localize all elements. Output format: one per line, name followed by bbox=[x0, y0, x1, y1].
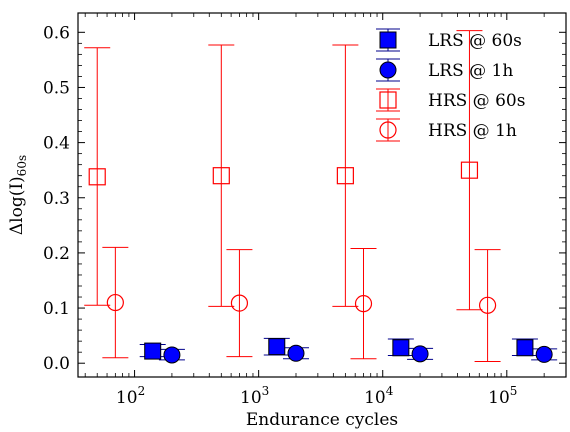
marker-square bbox=[144, 342, 162, 360]
marker-square bbox=[336, 167, 354, 185]
legend-label: HRS @ 1h bbox=[428, 121, 517, 141]
marker-circle bbox=[478, 296, 497, 314]
marker-circle-legend bbox=[379, 121, 397, 139]
marker-circle bbox=[535, 345, 553, 363]
x-tick-label-exponent: 3 bbox=[262, 384, 270, 398]
y-axis-label: Δlog(I)60s bbox=[7, 155, 29, 235]
x-tick-label-exponent: 4 bbox=[386, 384, 394, 398]
marker-square bbox=[212, 167, 230, 185]
y-tick-label: 0.2 bbox=[43, 244, 70, 264]
legend-label: LRS @ 60s bbox=[428, 31, 522, 51]
y-tick-label: 0.4 bbox=[43, 134, 70, 154]
x-tick-label: 102 bbox=[116, 384, 145, 408]
marker-circle bbox=[411, 345, 429, 363]
x-tick-label: 103 bbox=[240, 384, 269, 408]
marker-square bbox=[392, 339, 410, 357]
x-tick-label-exponent: 5 bbox=[510, 384, 518, 398]
markers-layer bbox=[88, 161, 553, 364]
marker-circle bbox=[287, 344, 305, 362]
y-tick-label: 0.3 bbox=[43, 189, 70, 209]
legend: LRS @ 60s LRS @ 1h HRS @ 60s HRS @ 1h bbox=[376, 28, 525, 142]
y-axis-label-subscript: 60s bbox=[15, 155, 29, 176]
marker-square-legend bbox=[379, 91, 397, 109]
marker-square bbox=[88, 168, 106, 186]
marker-square bbox=[460, 161, 479, 179]
marker-square-legend bbox=[379, 31, 397, 49]
legend-label: HRS @ 60s bbox=[428, 91, 525, 111]
y-tick-label: 0.6 bbox=[43, 23, 70, 43]
marker-square bbox=[268, 338, 286, 356]
y-tick-label: 0.0 bbox=[43, 354, 70, 374]
x-tick-label: 105 bbox=[488, 384, 517, 408]
marker-circle bbox=[354, 295, 373, 313]
marker-square bbox=[516, 339, 534, 357]
marker-circle bbox=[106, 293, 124, 312]
legend-label: LRS @ 1h bbox=[428, 61, 513, 81]
plot-frame bbox=[77, 12, 567, 378]
y-tick-label: 0.5 bbox=[43, 78, 70, 98]
y-tick-label: 0.1 bbox=[43, 299, 70, 319]
x-tick-label-exponent: 2 bbox=[138, 384, 146, 398]
x-tick-label: 104 bbox=[364, 384, 394, 408]
x-axis-label: Endurance cycles bbox=[246, 410, 398, 430]
y-axis-label-base: Δlog(I) bbox=[7, 176, 27, 235]
marker-circle-legend bbox=[379, 61, 397, 79]
marker-circle bbox=[230, 294, 249, 312]
marker-circle bbox=[163, 346, 181, 364]
